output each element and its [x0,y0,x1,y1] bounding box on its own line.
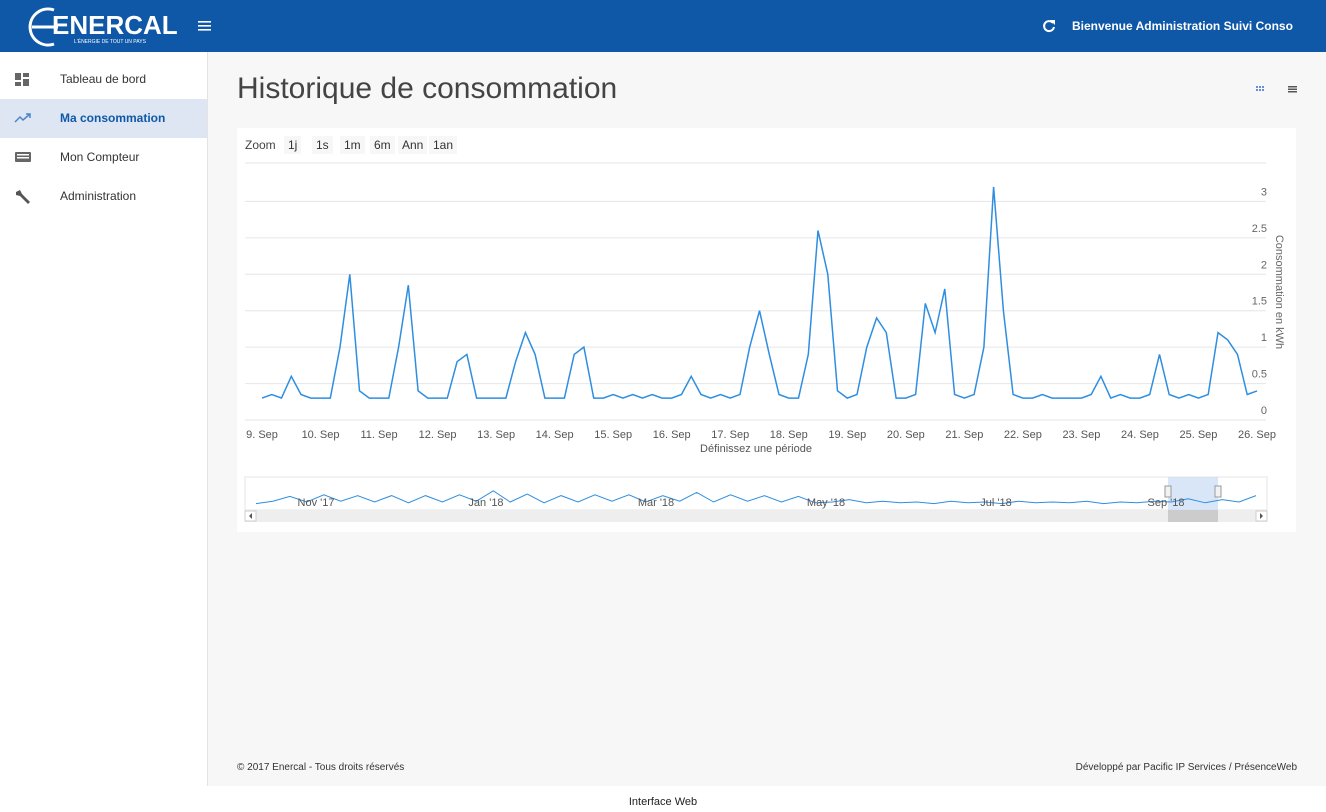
navigator-selection[interactable] [1168,477,1218,510]
zoom-button[interactable]: 1j [284,136,302,154]
zoom-button[interactable]: Ann [398,136,428,154]
navigator-label: May '18 [807,497,845,509]
y-tick-label: 0 [1261,405,1267,417]
navigator-label: Sep '18 [1148,497,1185,509]
navigator-frame [244,476,1268,511]
y-tick-label: 0.5 [1252,369,1267,381]
nav-label: Mon Compteur [60,150,140,164]
x-tick-label: 21. Sep [945,429,983,441]
x-tick-label: 25. Sep [1180,429,1218,441]
y-tick-label: 1.5 [1252,296,1267,308]
x-tick-label: 20. Sep [887,429,925,441]
x-tick-label: 14. Sep [536,429,574,441]
zoom-label: Zoom [245,138,276,152]
nav-label: Ma consommation [60,111,166,125]
menu-icon[interactable] [198,20,212,32]
nav-admin[interactable]: Administration [0,177,207,216]
chart: Définissez une période Consommation en k… [244,162,1285,522]
x-tick-label: 23. Sep [1062,429,1100,441]
page-title: Historique de consommation [237,72,618,105]
x-tick-label: 13. Sep [477,429,515,441]
chart-card [237,128,1296,532]
footer-credit: Développé par Pacific IP Services / Prés… [1075,762,1297,773]
nav-label: Administration [60,189,137,203]
nav-consumption[interactable]: Ma consommation [0,99,207,138]
y-tick-label: 3 [1261,186,1267,198]
x-tick-label: 12. Sep [419,429,457,441]
nav-dashboard[interactable]: Tableau de bord [0,60,207,99]
top-bar: ENERCAL L'ÉNERGIE DE TOUT UN PAYS Bienve… [0,0,1326,52]
navigator-label: Mar '18 [638,497,674,509]
navigator-label: Nov '17 [298,497,335,509]
welcome-text: Bienvenue Administration Suivi Conso [1072,19,1293,33]
footer-copyright: © 2017 Enercal - Tous droits réservés [237,762,405,773]
zoom-button[interactable]: 1an [429,136,458,154]
nav-label: Tableau de bord [60,72,147,86]
x-tick-label: 11. Sep [361,429,398,441]
x-tick-label: 10. Sep [302,429,340,441]
x-tick-label: 22. Sep [1004,429,1042,441]
navigator-handle[interactable] [1164,485,1172,498]
zoom-button[interactable]: 6m [370,136,395,154]
x-tick-label: 24. Sep [1121,429,1159,441]
x-tick-label: 19. Sep [828,429,866,441]
navigator-label: Jan '18 [468,497,503,509]
view-toggles[interactable] [1256,85,1300,95]
caption: Interface Web [628,796,698,808]
logo-tagline: L'ÉNERGIE DE TOUT UN PAYS [74,38,147,45]
x-tick-label: 9. Sep [246,429,278,441]
navigator-line [255,490,1257,505]
consumption-line [261,186,1258,400]
x-tick-label: 16. Sep [653,429,691,441]
scrollbar-thumb[interactable] [1168,510,1218,522]
logo-text: ENERCAL [52,10,178,40]
y-tick-label: 1 [1261,332,1267,344]
x-tick-label: 26. Sep [1238,429,1276,441]
logo-arc [28,7,55,47]
logo[interactable]: ENERCAL L'ÉNERGIE DE TOUT UN PAYS [28,4,198,48]
x-tick-label: 17. Sep [711,429,749,441]
scrollbar[interactable] [245,510,1267,522]
y-axis-title: Consommation en kWh [1273,235,1285,349]
zoom-button[interactable]: 1m [340,136,365,154]
sidebar: Tableau de bord Ma consommation Mon Comp… [0,52,208,786]
x-tick-label: 15. Sep [594,429,632,441]
y-tick-label: 2 [1261,259,1267,271]
x-tick-label: 18. Sep [770,429,808,441]
x-axis-title: Définissez une période [700,443,812,455]
refresh-icon[interactable] [1042,19,1056,33]
y-tick-label: 2.5 [1252,223,1267,235]
navigator-handle[interactable] [1214,485,1222,498]
navigator-label: Jul '18 [980,497,1011,509]
zoom-button[interactable]: 1s [312,136,333,154]
nav-meter[interactable]: Mon Compteur [0,138,207,177]
